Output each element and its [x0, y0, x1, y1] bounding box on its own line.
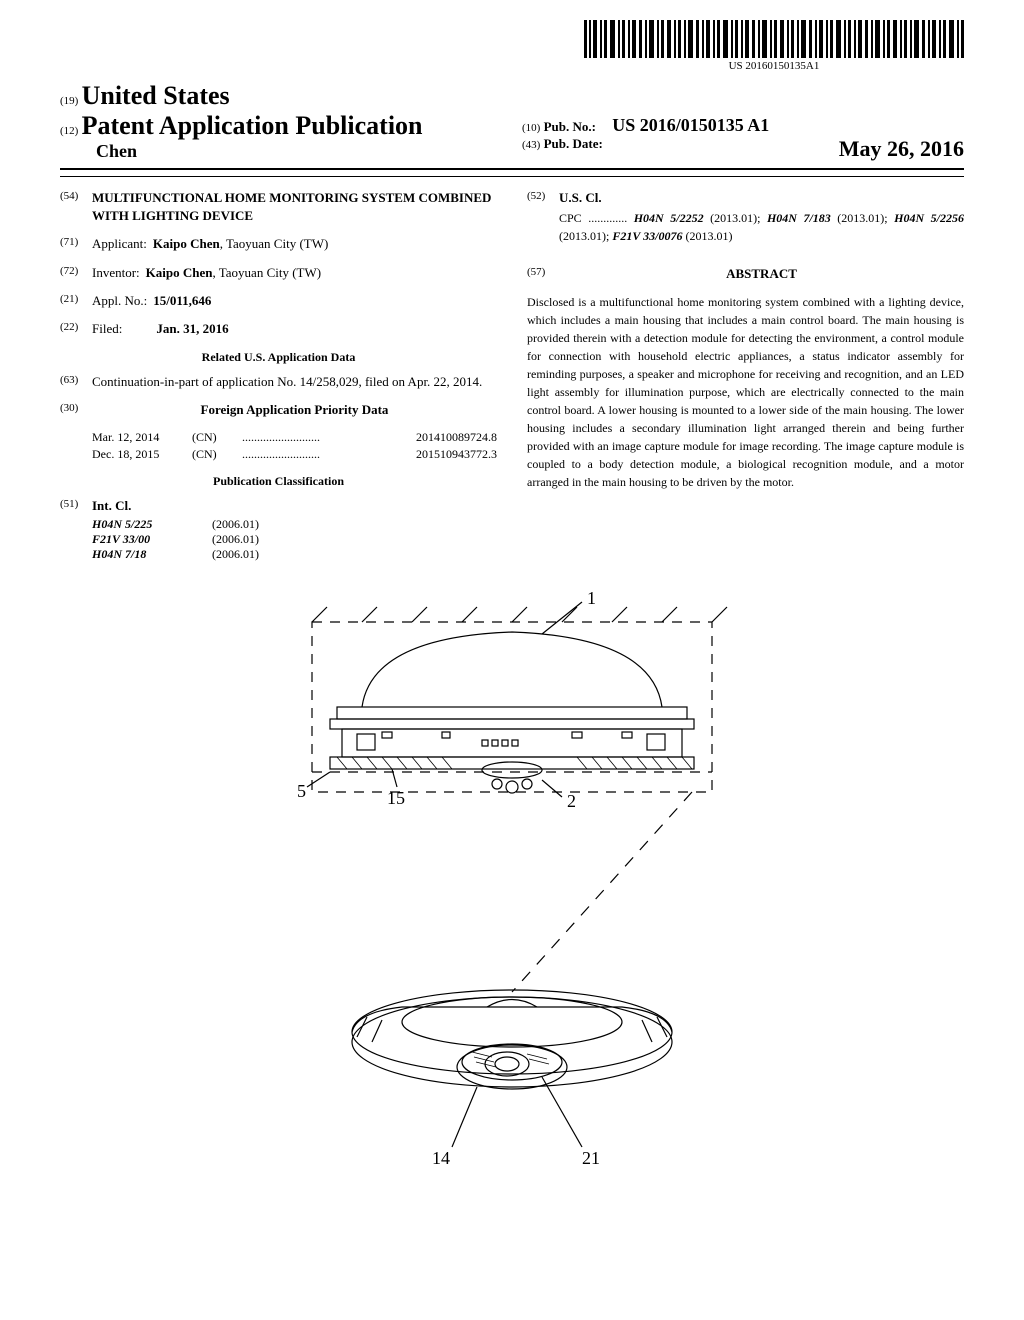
left-column: (54) MULTIFUNCTIONAL HOME MONITORING SYS…: [60, 189, 497, 562]
priority-date-0: Mar. 12, 2014: [92, 430, 192, 445]
field-num-19: (19): [60, 95, 78, 107]
field-num-10: (10): [522, 122, 540, 134]
barcode-text: US 20160150135A1: [584, 60, 964, 72]
applno-value: 15/011,646: [153, 292, 497, 310]
author-name: Chen: [96, 141, 502, 162]
field-num-22: (22): [60, 320, 92, 338]
field-num-12: (12): [60, 125, 78, 137]
field-num-54: (54): [60, 189, 92, 225]
cpc-text: CPC ............. H04N 5/2252 (2013.01);…: [559, 209, 964, 245]
field-num-72: (72): [60, 264, 92, 282]
barcode: US 20160150135A1: [584, 20, 964, 72]
barcode-section: US 20160150135A1: [60, 20, 964, 73]
field-21: (21) Appl. No.: 15/011,646: [60, 292, 497, 310]
pub-class-heading: Publication Classification: [60, 474, 497, 489]
field-num-57: (57): [527, 265, 559, 283]
pub-date-label: Pub. Date:: [544, 136, 603, 151]
priority-row-0: Mar. 12, 2014 (CN) .....................…: [92, 430, 497, 445]
country: United States: [82, 81, 230, 110]
intcl-code-1: F21V 33/00: [92, 532, 212, 547]
fig-label-5: 5: [297, 781, 306, 801]
field-52: (52) U.S. Cl.: [527, 189, 964, 207]
priority-row-1: Dec. 18, 2015 (CN) .....................…: [92, 447, 497, 462]
priority-country-0: (CN): [192, 430, 242, 445]
fig-label-2: 2: [567, 791, 576, 811]
applicant-loc: , Taoyuan City (TW): [220, 236, 329, 251]
fig-label-1: 1: [587, 592, 596, 608]
header-right: (10) Pub. No.: US 2016/0150135 A1 (43) P…: [502, 115, 964, 162]
applicant-name: Kaipo Chen: [153, 236, 220, 251]
intcl-label: Int. Cl.: [92, 497, 131, 515]
intcl-year-2: (2006.01): [212, 547, 259, 562]
fig-label-14: 14: [432, 1148, 450, 1168]
intcl-code-0: H04N 5/225: [92, 517, 212, 532]
field-num-43: (43): [522, 139, 540, 151]
separator: [60, 176, 964, 177]
fig-label-15: 15: [387, 788, 405, 808]
priority-dots: ..........................: [242, 447, 367, 462]
field-22: (22) Filed: Jan. 31, 2016: [60, 320, 497, 338]
priority-date-1: Dec. 18, 2015: [92, 447, 192, 462]
right-column: (52) U.S. Cl. CPC ............. H04N 5/2…: [527, 189, 964, 562]
applicant-value: Kaipo Chen, Taoyuan City (TW): [153, 235, 497, 253]
pub-no-label: Pub. No.:: [544, 119, 596, 134]
intcl-year-1: (2006.01): [212, 532, 259, 547]
foreign-priority-heading: Foreign Application Priority Data: [92, 401, 497, 419]
priority-dots: ..........................: [242, 430, 367, 445]
pub-no-value: US 2016/0150135 A1: [612, 115, 769, 135]
field-54: (54) MULTIFUNCTIONAL HOME MONITORING SYS…: [60, 189, 497, 225]
filed-label: Filed:: [92, 320, 122, 338]
inventor-name: Kaipo Chen: [146, 265, 213, 280]
inventor-value: Kaipo Chen, Taoyuan City (TW): [146, 264, 497, 282]
field-71: (71) Applicant: Kaipo Chen, Taoyuan City…: [60, 235, 497, 253]
field-30: (30) Foreign Application Priority Data: [60, 401, 497, 419]
field-72: (72) Inventor: Kaipo Chen, Taoyuan City …: [60, 264, 497, 282]
uscl-label: U.S. Cl.: [559, 189, 602, 207]
abstract-heading: ABSTRACT: [559, 265, 964, 283]
pub-date-value: May 26, 2016: [839, 136, 964, 162]
figure-area: 1 5 15 2 14 21: [60, 592, 964, 1196]
field-num-21: (21): [60, 292, 92, 310]
field-num-63: (63): [60, 373, 92, 391]
filed-value: Jan. 31, 2016: [156, 320, 497, 338]
intcl-year-0: (2006.01): [212, 517, 259, 532]
related-heading: Related U.S. Application Data: [60, 350, 497, 365]
publication-title: Patent Application Publication: [82, 111, 423, 140]
header-row: (19) United States (12) Patent Applicati…: [60, 81, 964, 170]
fig-label-21: 21: [582, 1148, 600, 1168]
inventor-loc: , Taoyuan City (TW): [212, 265, 321, 280]
applicant-label: Applicant:: [92, 235, 147, 253]
field-num-30: (30): [60, 401, 92, 419]
continuation-text: Continuation-in-part of application No. …: [92, 373, 497, 391]
intcl-row-0: H04N 5/225 (2006.01): [92, 517, 497, 532]
intcl-row-1: F21V 33/00 (2006.01): [92, 532, 497, 547]
intcl-row-2: H04N 7/18 (2006.01): [92, 547, 497, 562]
two-column-layout: (54) MULTIFUNCTIONAL HOME MONITORING SYS…: [60, 189, 964, 562]
priority-num-1: 201510943772.3: [367, 447, 497, 462]
cpc-label: CPC: [559, 211, 582, 225]
priority-country-1: (CN): [192, 447, 242, 462]
patent-figure: 1 5 15 2 14 21: [242, 592, 782, 1192]
field-num-71: (71): [60, 235, 92, 253]
field-51: (51) Int. Cl.: [60, 497, 497, 515]
priority-num-0: 201410089724.8: [367, 430, 497, 445]
field-57: (57) ABSTRACT: [527, 265, 964, 283]
abstract-text: Disclosed is a multifunctional home moni…: [527, 293, 964, 491]
header-left: (19) United States (12) Patent Applicati…: [60, 81, 502, 162]
applno-label: Appl. No.:: [92, 292, 147, 310]
intcl-code-2: H04N 7/18: [92, 547, 212, 562]
cpc-value: ............. H04N 5/2252 (2013.01); H04…: [559, 211, 964, 243]
field-num-51: (51): [60, 497, 92, 515]
inventor-label: Inventor:: [92, 264, 140, 282]
field-63: (63) Continuation-in-part of application…: [60, 373, 497, 391]
patent-title: MULTIFUNCTIONAL HOME MONITORING SYSTEM C…: [92, 189, 497, 225]
field-num-52: (52): [527, 189, 559, 207]
